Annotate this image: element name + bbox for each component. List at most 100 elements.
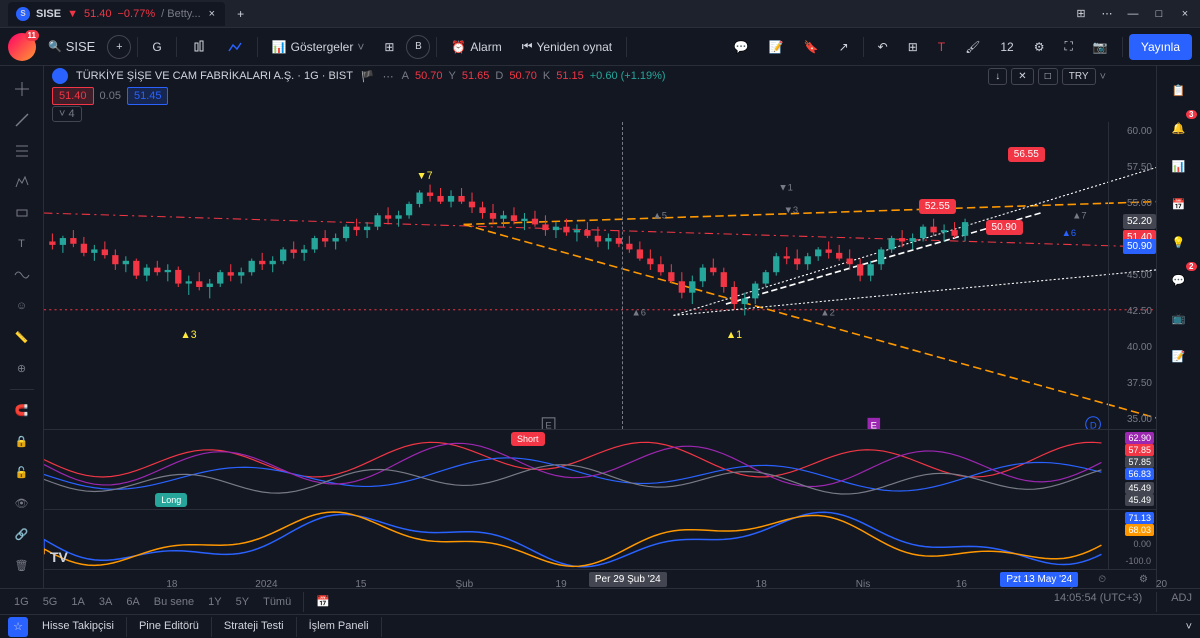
time-axis[interactable]: 18202415Şub1918Nis16May20 Per 29 Şub '24… — [44, 569, 1156, 588]
timezone-icon[interactable]: ⏲ — [1098, 574, 1106, 585]
chart-tool-2[interactable]: ✕ — [1011, 68, 1033, 85]
annotation-target2[interactable]: 52.55 — [919, 199, 956, 214]
prediction-tool-icon[interactable] — [6, 198, 38, 227]
watchlist-icon[interactable]: 📋 — [1163, 74, 1195, 106]
range-button-5g[interactable]: 5G — [37, 593, 64, 611]
grid-icon[interactable]: ⊞ — [900, 34, 926, 60]
currency-selector[interactable]: TRY — [1062, 68, 1096, 85]
zoom-tool-icon[interactable]: ⊕ — [6, 354, 38, 383]
new-tab-button[interactable]: + — [229, 1, 252, 27]
templates-button[interactable]: ⊞ — [376, 34, 402, 60]
svg-text:D: D — [1090, 420, 1097, 429]
eye-tool-icon[interactable]: 👁 — [6, 489, 38, 518]
chat-icon[interactable]: 💬2 — [1163, 264, 1195, 296]
user-avatar[interactable]: 11 — [8, 33, 36, 61]
minimize-icon[interactable]: — — [1126, 7, 1140, 21]
timeframe-button[interactable]: G — [144, 34, 169, 60]
range-button-bu sene[interactable]: Bu sene — [148, 593, 200, 611]
wave-tool-icon[interactable] — [6, 260, 38, 289]
text-tool-icon[interactable]: T — [930, 34, 953, 60]
footer-button[interactable]: Strateji Testi — [214, 617, 294, 637]
lock-tool-icon[interactable]: 🔒 — [6, 427, 38, 456]
calendar-range-icon[interactable]: 📅 — [310, 592, 336, 611]
chart-tool-1[interactable]: ↓ — [988, 68, 1007, 85]
publish-button[interactable]: Yayınla — [1129, 34, 1192, 60]
range-button-3a[interactable]: 3A — [93, 593, 118, 611]
range-button-6a[interactable]: 6A — [120, 593, 145, 611]
svg-text:▲5: ▲5 — [652, 211, 667, 222]
undo-icon[interactable]: ↶ — [870, 34, 896, 60]
fib-tool-icon[interactable] — [6, 136, 38, 165]
range-button-tümü[interactable]: Tümü — [257, 593, 297, 611]
annotation-target1[interactable]: 56.55 — [1008, 147, 1045, 162]
time-tick: 20 — [1156, 579, 1167, 590]
highlight-time-label: Pzt 13 May '24 — [1000, 572, 1078, 587]
candle-type-button[interactable] — [183, 33, 215, 61]
range-button-5y[interactable]: 5Y — [230, 593, 255, 611]
fullscreen-icon[interactable]: ⛶ — [1057, 33, 1081, 60]
more-icon[interactable]: ⋯ — [1100, 7, 1114, 21]
indicator-toggle[interactable]: ˅ 4 — [52, 106, 82, 122]
price-scale[interactable]: 60.00 57.50 55.00 52.20 51.40 50.90 47.5… — [1108, 122, 1156, 429]
cursor-tool-icon[interactable] — [6, 74, 38, 103]
add-symbol-button[interactable]: + — [107, 35, 131, 59]
alerts-icon[interactable]: 🔔3 — [1163, 112, 1195, 144]
browser-tab[interactable]: S SISE ▼ 51.40 −0.77% / Betty... × — [8, 2, 225, 26]
settings-gear-icon[interactable]: ⚙ — [1139, 574, 1148, 585]
share-icon[interactable]: ↗ — [831, 34, 857, 60]
indicator-panel-1[interactable]: Short Long 62.90 57.85 57.85 56.83 45.49… — [44, 429, 1156, 509]
hotlist-icon[interactable]: 📊 — [1163, 150, 1195, 182]
footer-button[interactable]: Hisse Takipçisi — [32, 617, 124, 637]
alarm-button[interactable]: ⏰ Alarm — [443, 34, 509, 60]
range-button-1y[interactable]: 1Y — [202, 593, 227, 611]
collapse-icon[interactable]: ˅ — [1186, 621, 1192, 633]
text-size[interactable]: 12 — [992, 34, 1021, 60]
b-button[interactable]: B — [406, 35, 430, 59]
note-icon[interactable]: 📝 — [761, 34, 792, 60]
footer-button[interactable]: Pine Editörü — [129, 617, 209, 637]
trash-tool-icon[interactable]: 🗑 — [6, 551, 38, 580]
indicator-panel-2[interactable]: TV 71.13 68.03 0.00 -100.0 — [44, 509, 1156, 569]
replay-button[interactable]: ⏮ Yeniden oynat — [514, 33, 620, 60]
lock2-tool-icon[interactable]: 🔓 — [6, 458, 38, 487]
time-tick: 19 — [556, 579, 567, 590]
magnet-tool-icon[interactable]: 🧲 — [6, 396, 38, 425]
time-tick: Nis — [856, 579, 870, 590]
clock-time: 14:05:54 (UTC+3) — [1054, 592, 1142, 612]
close-window-icon[interactable]: × — [1178, 7, 1192, 21]
range-button-1a[interactable]: 1A — [65, 593, 90, 611]
text-tool-icon[interactable]: T — [6, 229, 38, 258]
layout-icon[interactable]: ⊞ — [1074, 7, 1088, 21]
short-label: Short — [511, 432, 545, 446]
trendline-tool-icon[interactable] — [6, 105, 38, 134]
brush-icon[interactable]: 🖌 — [957, 34, 988, 60]
more-dots-icon[interactable]: ⋯ — [383, 70, 394, 83]
symbol-search[interactable]: 🔍 SISE — [40, 35, 103, 58]
chevron-down-icon[interactable]: ˅ — [1100, 71, 1106, 83]
bookmark-icon[interactable]: 🔖 — [796, 34, 827, 60]
annotation-target3[interactable]: 50.90 — [986, 220, 1023, 235]
favorites-button[interactable]: ☆ — [8, 617, 28, 637]
maximize-icon[interactable]: □ — [1152, 7, 1166, 21]
stream-icon[interactable]: 📺 — [1163, 302, 1195, 334]
link-tool-icon[interactable]: 🔗 — [6, 520, 38, 549]
notes-icon[interactable]: 📝 — [1163, 340, 1195, 372]
tab-close-icon[interactable]: × — [207, 6, 217, 22]
comment-icon[interactable]: 💬 — [726, 34, 757, 60]
settings-icon[interactable]: ⚙ — [1026, 34, 1053, 60]
indicators-button[interactable]: 📊 Göstergeler ˅ — [264, 34, 373, 60]
ruler-tool-icon[interactable]: 📏 — [6, 323, 38, 352]
chart-tool-3[interactable]: □ — [1038, 68, 1058, 85]
camera-icon[interactable]: 📷 — [1085, 34, 1116, 60]
adj-label[interactable]: ADJ — [1171, 592, 1192, 612]
footer-button[interactable]: İşlem Paneli — [299, 617, 379, 637]
calendar-icon[interactable]: 📅 — [1163, 188, 1195, 220]
chart-header: TÜRKİYE ŞİŞE VE CAM FABRİKALARI A.Ş. · 1… — [44, 66, 1156, 86]
range-button-1g[interactable]: 1G — [8, 593, 35, 611]
emoji-tool-icon[interactable]: ☺ — [6, 291, 38, 320]
chart-title[interactable]: TÜRKİYE ŞİŞE VE CAM FABRİKALARI A.Ş. · 1… — [76, 70, 353, 82]
main-chart[interactable]: ▼7▲3▲1▼1▲2▲6▲6▲7▲5▼3EED 56.55 52.55 50.9… — [44, 122, 1156, 429]
compare-button[interactable] — [219, 33, 251, 61]
pattern-tool-icon[interactable] — [6, 167, 38, 196]
ideas-icon[interactable]: 💡 — [1163, 226, 1195, 258]
